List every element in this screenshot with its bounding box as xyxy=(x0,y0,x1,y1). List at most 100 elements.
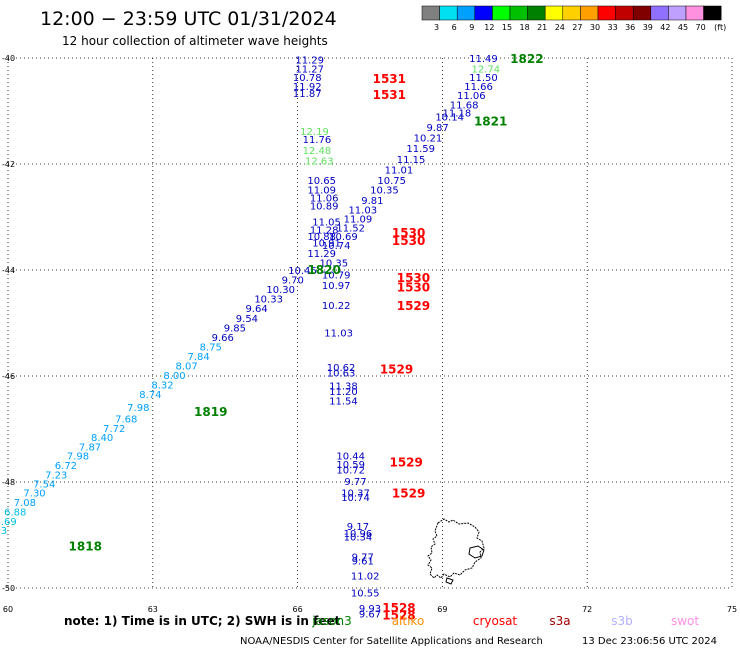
pass-label: 1529 xyxy=(392,487,425,501)
wave-height-value: 12.74 xyxy=(472,65,501,76)
wave-height-value: 10.75 xyxy=(377,176,406,187)
pass-label: 1821 xyxy=(474,115,507,129)
wave-height-value: 10.14 xyxy=(435,112,464,123)
credit-timestamp: 13 Dec 23:06:56 UTC 2024 xyxy=(582,636,717,647)
wave-height-value: 10.89 xyxy=(310,201,339,212)
pass-label: 1530 xyxy=(397,280,430,294)
wave-height-values: 11.4912.7411.5011.6611.0611.6811.1810.14… xyxy=(0,54,500,620)
legend-tick-label: 12 xyxy=(484,23,494,32)
wave-height-value: 10.44 xyxy=(336,452,365,463)
wave-height-value: 10.69 xyxy=(329,232,358,243)
wave-height-value: 12.63 xyxy=(305,156,334,167)
wave-height-value: 11.29 xyxy=(295,56,324,67)
wave-height-value: 12.19 xyxy=(300,127,329,138)
credit-left: NOAA/NESDIS Center for Satellite Applica… xyxy=(240,636,543,647)
wave-height-value: 12.48 xyxy=(303,146,332,157)
pass-label: 1530 xyxy=(392,234,425,248)
legend-color-box xyxy=(597,5,616,21)
legend-color-box xyxy=(544,5,564,21)
legend-tick-label: 42 xyxy=(660,23,670,32)
wave-height-value: 11.15 xyxy=(397,155,426,166)
color-legend: 3 6 9 12 15 18 21 24 27 30 33 36 39 42 45 70 (ft) xyxy=(421,5,726,32)
legend-color-box xyxy=(562,5,581,21)
satellite-legend-label: jason3 xyxy=(311,614,352,628)
wave-height-value: 11.50 xyxy=(469,73,498,84)
wave-height-value: 9.17 xyxy=(347,522,369,533)
x-tick-label: 69 xyxy=(437,605,447,614)
wave-height-value: 8.00 xyxy=(163,371,185,382)
wave-height-value: 10.74 xyxy=(341,493,370,504)
wave-height-value: 10.46 xyxy=(288,266,317,277)
wave-height-value: 10.34 xyxy=(344,533,373,544)
wave-height-value: 7.68 xyxy=(115,414,137,425)
legend-tick-label: 6 xyxy=(452,23,457,32)
legend-tick-label: 3 xyxy=(434,23,439,32)
plot-area: 60 63 66 69 72 75 -40 -42 -44 -46 -48 -50 11.4912.7… xyxy=(0,52,737,622)
legend-color-box xyxy=(421,5,440,21)
satellite-pass-labels: 1822182118201819181815311531153015301530… xyxy=(69,52,544,622)
wave-height-value: 9.70 xyxy=(282,276,304,287)
footer-note: note: 1) Time is in UTC; 2) SWH is in fe… xyxy=(64,614,341,628)
wave-height-value: 6.69 xyxy=(0,517,17,528)
wave-height-value: 10.33 xyxy=(254,295,283,306)
wave-height-value: 10.21 xyxy=(414,134,443,145)
wave-height-value: 10.96 xyxy=(344,529,373,540)
y-tick-label: -42 xyxy=(2,160,15,169)
legend-color-box xyxy=(632,5,652,21)
legend-tick-label: 21 xyxy=(537,23,547,32)
wave-height-value: 9.64 xyxy=(245,304,267,315)
y-tick-label: -44 xyxy=(2,266,15,275)
legend-tick-label: 27 xyxy=(572,23,582,32)
wave-height-value: 9.66 xyxy=(212,333,234,344)
wave-height-value: 8.75 xyxy=(200,342,222,353)
wave-height-value: 7.84 xyxy=(188,352,210,363)
pass-label: 1528 xyxy=(382,601,415,615)
legend-tick-label: (ft) xyxy=(714,23,726,32)
legend-tick-label: 24 xyxy=(555,23,565,32)
wave-height-value: 7.30 xyxy=(23,489,45,500)
legend-color-box xyxy=(439,5,458,21)
island-inlet-path xyxy=(468,545,485,559)
pass-label: 1529 xyxy=(380,363,413,377)
wave-height-value: 8.40 xyxy=(91,433,113,444)
wave-height-value: 11.38 xyxy=(329,382,358,393)
x-tick-label: 63 xyxy=(148,605,158,614)
chart-subtitle: 12 hour collection of altimeter wave hei… xyxy=(62,34,328,48)
wave-height-value: 10.65 xyxy=(307,176,336,187)
wave-height-value: 8.32 xyxy=(151,381,173,392)
wave-height-value: 11.09 xyxy=(344,215,373,226)
chart-title: 12:00 − 23:59 UTC 01/31/2024 xyxy=(40,8,337,30)
wave-height-value: 10.30 xyxy=(266,285,295,296)
wave-height-value: 7.54 xyxy=(33,480,55,491)
wave-height-value: 10.97 xyxy=(322,281,351,292)
axis-tick-labels: 60 63 66 69 72 75 -40 -42 -44 -46 -48 -50 xyxy=(2,54,737,614)
wave-height-value: 10.22 xyxy=(322,301,351,312)
wave-height-value: 9.77 xyxy=(344,477,366,488)
wave-height-value: 10.37 xyxy=(341,489,370,500)
wave-height-value: 8.74 xyxy=(139,390,161,401)
wave-height-value: 11.68 xyxy=(450,101,479,112)
wave-height-value: 9.87 xyxy=(426,123,448,134)
legend-tick-label: 36 xyxy=(625,23,635,32)
wave-height-value: 7.72 xyxy=(103,424,125,435)
pass-label: 1819 xyxy=(194,405,227,419)
satellite-legend-label: altiko xyxy=(392,614,425,628)
legend-color-box xyxy=(474,5,493,21)
wave-height-value: 10.72 xyxy=(336,465,365,476)
pass-label: 1531 xyxy=(373,88,406,102)
island-outline xyxy=(427,518,485,585)
wave-height-value: 11.03 xyxy=(348,206,377,217)
pass-label: 1529 xyxy=(389,455,422,469)
wave-height-value: 11.28 xyxy=(310,225,339,236)
wave-height-value: 10.62 xyxy=(327,363,356,374)
wave-height-value: 11.29 xyxy=(307,249,336,260)
wave-height-value: 11.52 xyxy=(336,224,365,235)
wave-height-value: 10.79 xyxy=(322,270,351,281)
x-tick-label: 75 xyxy=(727,605,737,614)
wave-height-value: 7.98 xyxy=(67,452,89,463)
wave-height-value: 11.27 xyxy=(295,65,324,76)
y-tick-label: -40 xyxy=(2,54,15,63)
wave-height-value: 9.67 xyxy=(359,610,381,621)
wave-height-value: 10.35 xyxy=(370,186,399,197)
y-tick-label: -50 xyxy=(2,584,15,593)
